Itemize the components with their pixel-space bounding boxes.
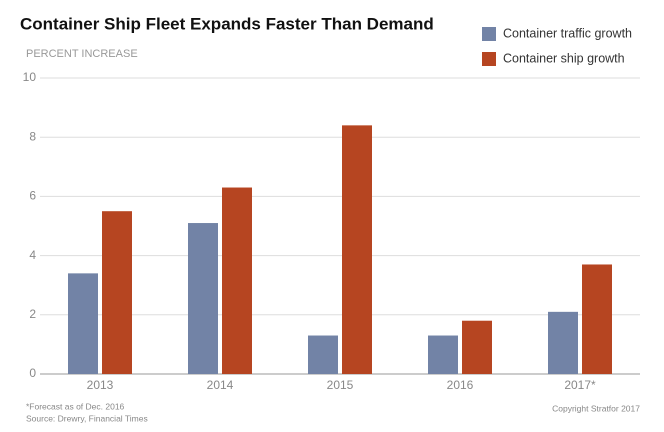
legend-swatch <box>482 52 496 66</box>
bar <box>582 264 612 374</box>
y-tick-label: 0 <box>29 366 36 380</box>
bar <box>462 320 492 374</box>
legend-label: Container traffic growth <box>503 26 632 40</box>
x-tick-label: 2014 <box>207 378 234 392</box>
bar <box>188 223 218 374</box>
y-tick-label: 6 <box>29 189 36 203</box>
source: Source: Drewry, Financial Times <box>26 413 148 423</box>
bar <box>308 335 338 374</box>
x-tick-label: 2013 <box>87 378 114 392</box>
footnote: *Forecast as of Dec. 2016 <box>26 401 125 411</box>
x-tick-label: 2015 <box>327 378 354 392</box>
bar <box>342 125 372 374</box>
chart-title: Container Ship Fleet Expands Faster Than… <box>20 14 434 33</box>
bar <box>102 211 132 374</box>
y-axis-label: PERCENT INCREASE <box>26 48 138 60</box>
bar <box>428 335 458 374</box>
y-tick-label: 10 <box>23 70 37 84</box>
legend-label: Container ship growth <box>503 51 625 65</box>
bar <box>222 187 252 374</box>
y-tick-label: 8 <box>29 129 36 143</box>
y-tick-label: 2 <box>29 307 36 321</box>
legend-swatch <box>482 27 496 41</box>
copyright: Copyright Stratfor 2017 <box>552 403 640 413</box>
bar <box>548 311 578 374</box>
bar <box>68 273 98 374</box>
y-tick-label: 4 <box>29 248 36 262</box>
x-tick-label: 2017* <box>564 378 596 392</box>
x-tick-label: 2016 <box>447 378 474 392</box>
